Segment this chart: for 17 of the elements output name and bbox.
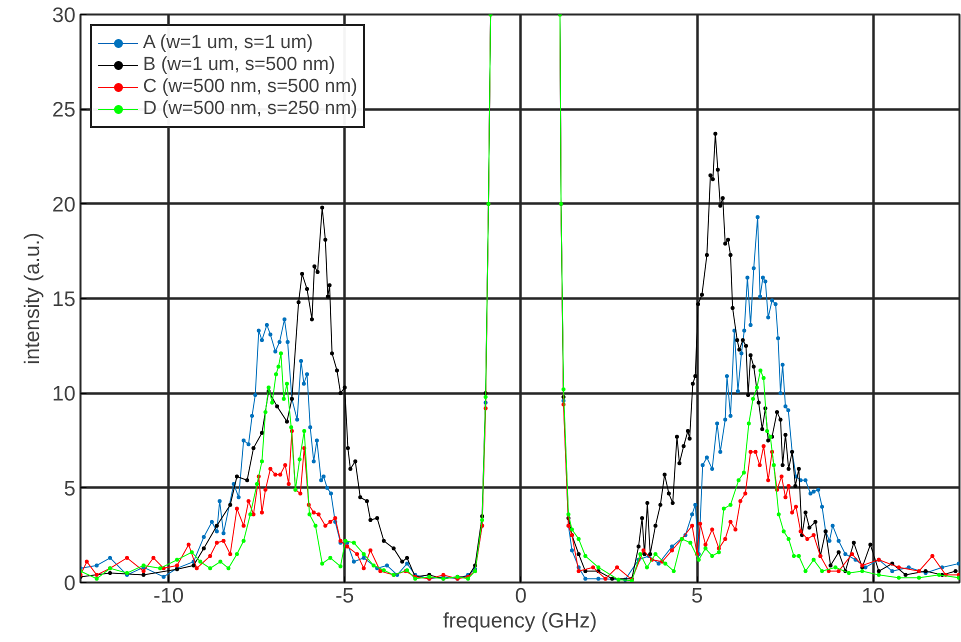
x-tick-label: 0 bbox=[515, 584, 527, 608]
y-tick-label: 5 bbox=[64, 477, 76, 500]
legend-label: D (w=500 nm, s=250 nm) bbox=[143, 98, 358, 120]
x-tick-label: 5 bbox=[691, 584, 703, 608]
legend-label: B (w=1 um, s=500 nm) bbox=[143, 54, 336, 76]
y-tick-label: 20 bbox=[52, 193, 76, 216]
y-axis-title: intensity (a.u.) bbox=[21, 232, 44, 364]
legend-label: A (w=1 um, s=1 um) bbox=[143, 32, 314, 54]
y-tick-label: 30 bbox=[52, 4, 76, 27]
x-tick-label: 10 bbox=[862, 584, 885, 608]
x-tick-label: -10 bbox=[153, 584, 184, 608]
x-tick-label: -5 bbox=[335, 584, 354, 608]
y-tick-label: 25 bbox=[52, 98, 76, 122]
y-tick-label: 10 bbox=[52, 382, 76, 406]
y-tick-label: 15 bbox=[52, 288, 76, 311]
legend-label: C (w=500 nm, s=500 nm) bbox=[143, 76, 358, 98]
x-axis-title: frequency (GHz) bbox=[442, 610, 598, 632]
